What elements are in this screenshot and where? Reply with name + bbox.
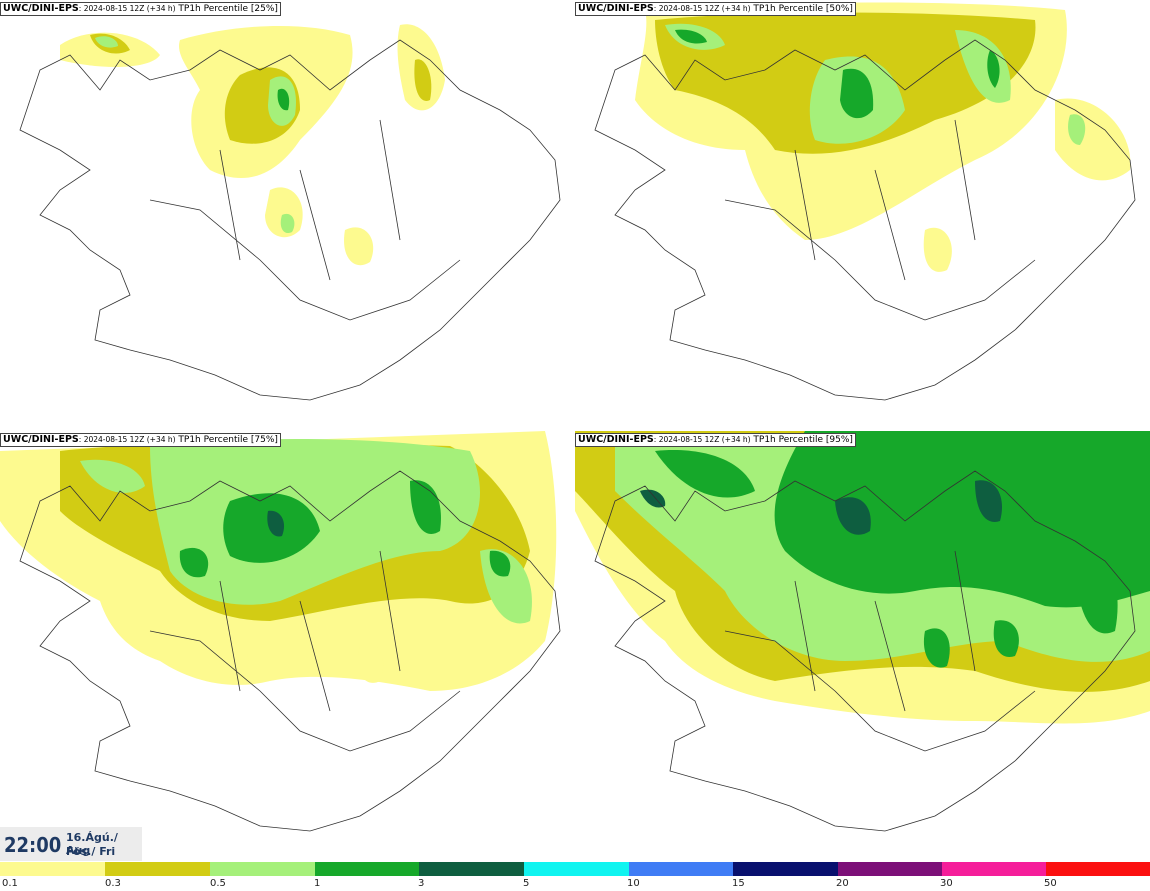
precip-map [19, 24, 561, 401]
valid-date: 16.Ágú./ Aug [66, 831, 118, 857]
legend-swatch-10 [1046, 862, 1150, 876]
precip-shading [60, 24, 445, 266]
precip-shading [0, 431, 557, 691]
parameter-label: TP1h Percentile [75%] [175, 435, 278, 445]
map-panel-50: UWC/DINI-EPS: 2024-08-15 12Z (+34 h) TP1… [575, 0, 1150, 431]
precip-shading [575, 431, 1150, 724]
legend-swatch-3 [315, 862, 419, 876]
legend-label: 5 [523, 878, 530, 889]
legend-label: 50 [1044, 878, 1057, 889]
panel-title: UWC/DINI-EPS: 2024-08-15 12Z (+34 h) TP1… [0, 433, 281, 447]
legend-swatch-7 [733, 862, 838, 876]
panel-title: UWC/DINI-EPS: 2024-08-15 12Z (+34 h) TP1… [575, 2, 856, 16]
model-name: UWC/DINI-EPS [578, 3, 654, 14]
valid-time-box: 22:00 16.Ágú./ Aug Fös./ Fri [0, 827, 142, 861]
legend-swatch-6 [629, 862, 733, 876]
run-time: : 2024-08-15 12Z (+34 h) [653, 4, 751, 13]
legend-swatch-8 [838, 862, 942, 876]
legend-swatch-2 [210, 862, 315, 876]
legend-label: 1 [314, 878, 321, 889]
legend-swatch-4 [419, 862, 524, 876]
legend-swatch-5 [524, 862, 629, 876]
map-panel-95: UWC/DINI-EPS: 2024-08-15 12Z (+34 h) TP1… [575, 431, 1150, 862]
parameter-label: TP1h Percentile [50%] [750, 4, 853, 14]
legend-label: 0.3 [105, 878, 121, 889]
legend-swatch-1 [105, 862, 210, 876]
model-name: UWC/DINI-EPS [3, 434, 79, 445]
model-name: UWC/DINI-EPS [3, 3, 79, 14]
parameter-label: TP1h Percentile [95%] [750, 435, 853, 445]
legend-label: 3 [418, 878, 425, 889]
run-time: : 2024-08-15 12Z (+34 h) [78, 4, 176, 13]
panel-title: UWC/DINI-EPS: 2024-08-15 12Z (+34 h) TP1… [575, 433, 856, 447]
color-legend: 0.1 0.3 0.5 1 3 5 10 15 20 30 50 [0, 862, 1150, 891]
legend-label: 30 [940, 878, 953, 889]
precip-map [594, 2, 1136, 401]
valid-weekday: Fös./ Fri [66, 845, 116, 858]
model-name: UWC/DINI-EPS [578, 434, 654, 445]
map-panel-25: UWC/DINI-EPS: 2024-08-15 12Z (+34 h) TP1… [0, 0, 575, 431]
precip-map [0, 431, 561, 832]
legend-label: 15 [732, 878, 745, 889]
iceland-outline [19, 470, 561, 832]
precip-shading [635, 2, 1131, 272]
panel-title: UWC/DINI-EPS: 2024-08-15 12Z (+34 h) TP1… [0, 2, 281, 16]
run-time: : 2024-08-15 12Z (+34 h) [78, 435, 176, 444]
iceland-outline [594, 39, 1136, 401]
iceland-outline [19, 39, 561, 401]
legend-label: 0.5 [210, 878, 226, 889]
map-panel-75: UWC/DINI-EPS: 2024-08-15 12Z (+34 h) TP1… [0, 431, 575, 862]
parameter-label: TP1h Percentile [25%] [175, 4, 278, 14]
run-time: : 2024-08-15 12Z (+34 h) [653, 435, 751, 444]
precip-map [575, 431, 1150, 832]
legend-swatch-0 [0, 862, 105, 876]
legend-label: 10 [627, 878, 640, 889]
valid-time: 22:00 [4, 833, 62, 857]
legend-label: 0.1 [2, 878, 18, 889]
legend-label: 20 [836, 878, 849, 889]
iceland-outline [594, 470, 1136, 832]
legend-swatch-9 [942, 862, 1046, 876]
